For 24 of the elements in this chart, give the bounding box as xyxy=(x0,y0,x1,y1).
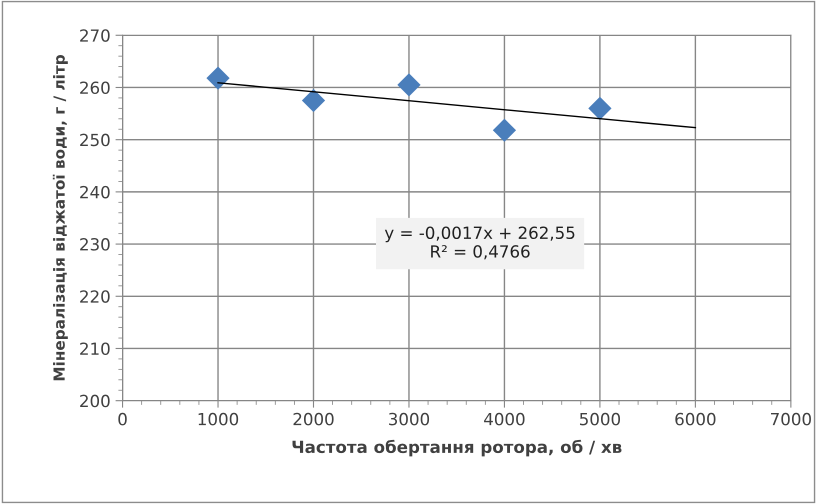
point xyxy=(492,118,516,142)
point xyxy=(397,73,421,96)
x-tick-label: 5000 xyxy=(580,412,620,426)
y-tick-label: 240 xyxy=(80,186,110,198)
x-tick-label: 7000 xyxy=(771,412,811,426)
y-tick-label: 260 xyxy=(80,81,110,94)
x-tick-label: 3000 xyxy=(389,412,430,426)
point xyxy=(206,66,230,90)
point xyxy=(302,88,326,112)
y-axis-title: Мінералізація віджатої води, г / літр xyxy=(52,55,68,380)
y-tick-label: 200 xyxy=(80,394,110,408)
y-tick-label: 220 xyxy=(80,290,110,303)
y-tick-label: 270 xyxy=(80,29,110,42)
x-tick-label: 4000 xyxy=(484,412,525,426)
point xyxy=(588,96,612,120)
y-tick-label: 230 xyxy=(80,238,110,251)
x-tick-label: 6000 xyxy=(675,412,716,426)
y-tick-label: 250 xyxy=(80,134,110,146)
x-tick-label: 2000 xyxy=(294,412,334,426)
y-tick-label: 210 xyxy=(80,342,110,356)
x-tick-label: 0 xyxy=(118,412,127,426)
annotation: y = -0,0017x + 262,55 R² = 0,4766 xyxy=(384,226,574,260)
x-axis-title: Частота обертання ротора, об / хв xyxy=(292,440,622,456)
x-tick-label: 1000 xyxy=(198,412,238,426)
